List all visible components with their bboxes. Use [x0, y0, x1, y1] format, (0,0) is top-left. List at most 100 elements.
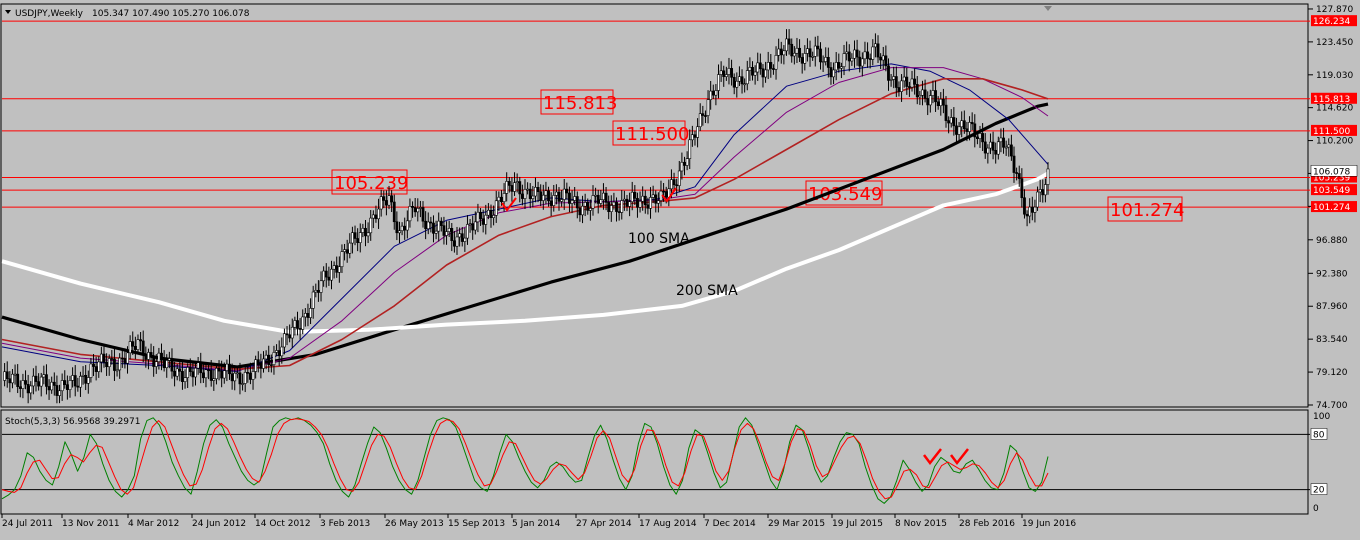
bear-candle: [868, 58, 872, 60]
bear-candle: [285, 333, 289, 336]
bull-candle: [874, 43, 877, 48]
bull-candle: [803, 53, 807, 64]
price-tag-label: 115.813: [1313, 95, 1350, 105]
bull-candle: [724, 74, 728, 77]
y-tick-label: 119.030: [1316, 71, 1353, 81]
bear-candle: [955, 125, 958, 135]
bear-candle: [952, 117, 956, 127]
stoch-tick-label: 0: [1313, 504, 1319, 514]
bull-candle: [494, 200, 498, 216]
bull-candle: [243, 372, 247, 384]
bear-candle: [45, 374, 48, 387]
check-mark-icon: [923, 448, 942, 466]
bear-candle: [876, 43, 880, 58]
bear-candle: [133, 346, 137, 350]
bear-candle: [779, 48, 783, 56]
bull-candle: [194, 367, 197, 378]
symbol-title: USDJPY,Weekly: [15, 9, 84, 19]
bull-candle: [918, 95, 922, 98]
bear-candle: [385, 200, 388, 206]
bear-candle: [392, 201, 396, 223]
bear-candle: [327, 276, 331, 281]
bull-candle: [351, 232, 354, 244]
bull-candle: [272, 352, 276, 365]
bull-candle: [366, 232, 370, 237]
bull-candle: [387, 195, 391, 206]
bear-candle: [1023, 197, 1026, 215]
bull-candle: [748, 67, 752, 71]
stoch-tick-label: 100: [1313, 412, 1330, 422]
bear-candle: [975, 136, 979, 139]
bear-candle: [819, 48, 822, 63]
bull-candle: [531, 195, 535, 199]
bull-candle: [290, 326, 294, 339]
bull-candle: [314, 290, 318, 293]
level-label-box: [331, 169, 408, 195]
bull-candle: [466, 224, 469, 239]
bull-candle: [81, 374, 85, 377]
bull-candle: [560, 199, 564, 202]
bear-candle: [615, 201, 618, 212]
bear-candle: [149, 352, 153, 357]
bear-candle: [575, 196, 579, 209]
bull-candle: [853, 49, 856, 59]
bull-candle: [821, 61, 825, 63]
bull-candle: [620, 200, 624, 213]
bear-candle: [596, 194, 600, 204]
bear-candle: [701, 113, 705, 116]
bull-candle: [939, 98, 943, 107]
y-tick-label: 79.120: [1316, 368, 1348, 378]
bear-candle: [356, 238, 360, 243]
bear-candle: [510, 185, 514, 192]
bear-candle: [259, 363, 263, 369]
bull-candle: [492, 215, 496, 218]
bull-candle: [594, 194, 598, 197]
bear-candle: [296, 320, 299, 329]
bull-candle: [309, 308, 312, 318]
bear-candle: [191, 371, 195, 378]
bull-candle: [824, 56, 828, 62]
bear-candle: [374, 214, 378, 220]
bull-candle: [311, 291, 315, 309]
bear-candle: [983, 141, 987, 154]
bull-candle: [840, 66, 843, 69]
bear-candle: [557, 191, 561, 202]
bull-candle: [416, 208, 420, 213]
bear-candle: [94, 366, 98, 372]
bear-candle: [913, 78, 917, 85]
bear-candle: [238, 372, 242, 385]
bear-candle: [643, 195, 647, 206]
bull-candle: [989, 141, 992, 149]
scroll-marker-icon[interactable]: [1044, 6, 1052, 11]
bear-candle: [220, 370, 224, 379]
bull-candle: [89, 363, 93, 378]
sma-100-label: 100 SMA: [628, 231, 690, 247]
bear-candle: [84, 374, 88, 384]
bull-candle: [99, 353, 103, 363]
bear-candle: [664, 191, 668, 198]
level-label-box: [805, 180, 883, 206]
bear-candle: [450, 228, 454, 241]
y-tick-label: 110.200: [1316, 137, 1353, 147]
bull-candle: [1033, 206, 1037, 213]
bear-candle: [18, 386, 22, 389]
price-panel: [0, 3, 1309, 408]
bull-candle: [468, 223, 472, 225]
bear-candle: [269, 364, 273, 366]
stoch-main-line: [1, 417, 1049, 504]
bull-candle: [583, 202, 587, 207]
bull-candle: [921, 89, 924, 96]
bull-candle: [526, 188, 530, 191]
bull-candle: [371, 214, 375, 219]
x-tick-label: 29 Mar 2015: [768, 519, 825, 529]
bear-candle: [160, 352, 163, 361]
bear-candle: [246, 372, 250, 374]
y-tick-label: 114.620: [1316, 104, 1353, 114]
bull-candle: [262, 358, 265, 369]
bull-candle: [782, 50, 786, 56]
menu-triangle-icon[interactable]: [5, 10, 11, 14]
bull-candle: [165, 360, 169, 369]
bull-candle: [400, 225, 404, 232]
bear-candle: [105, 361, 109, 368]
bear-candle: [518, 181, 522, 195]
